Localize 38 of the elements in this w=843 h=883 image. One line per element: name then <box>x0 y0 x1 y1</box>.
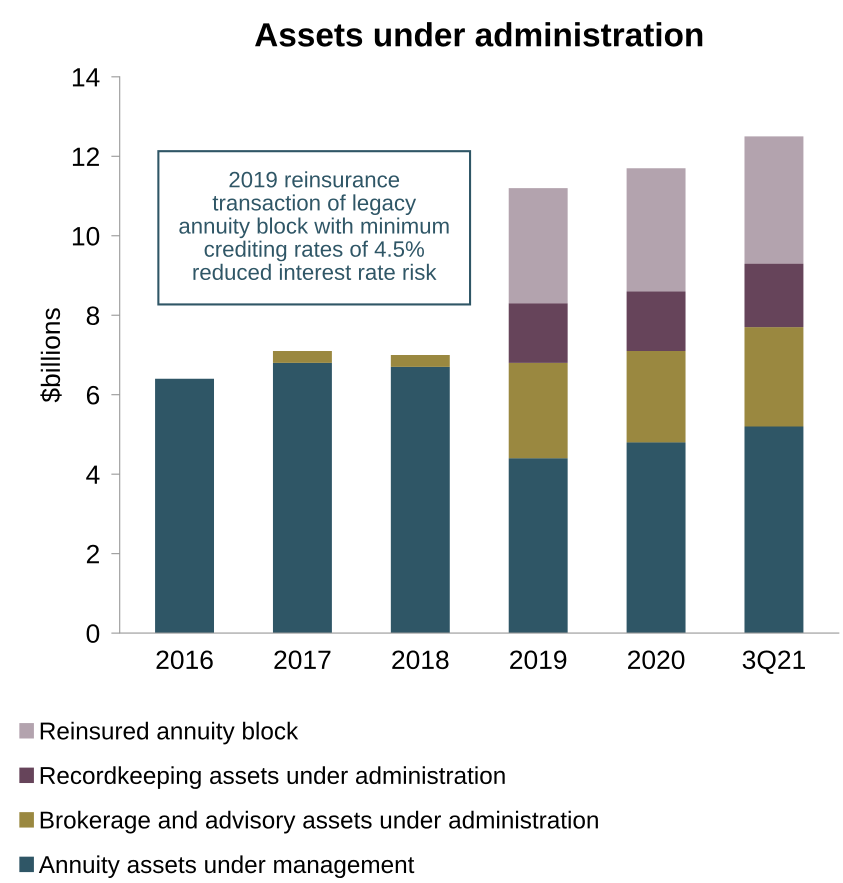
x-tick-label: 2020 <box>628 650 684 670</box>
y-tick-label: 2 <box>86 544 99 564</box>
bar <box>272 362 332 634</box>
y-tick-label: 14 <box>72 68 100 86</box>
bar <box>508 303 568 363</box>
bar <box>272 350 332 363</box>
chart-title: Assets under administration <box>255 22 702 47</box>
annotation: 2019 reinsurance transaction of legacy annuity block with minimum crediting rates of 4.5% reduced interest rate risk <box>179 171 449 280</box>
bar <box>390 354 450 367</box>
legend-label: Reinsured annuity block <box>40 722 298 744</box>
x-tick-label: 2016 <box>156 650 213 670</box>
bar <box>744 264 804 328</box>
bar <box>155 378 214 634</box>
legend-label: Recordkeeping assets under administration <box>40 766 505 789</box>
legend-label: Annuity assets under management <box>38 855 414 878</box>
y-tick-label: 12 <box>72 147 99 166</box>
x-tick-label: 2017 <box>274 650 330 670</box>
bar <box>508 362 568 458</box>
y-tick-label: 8 <box>86 306 100 326</box>
bar <box>744 426 804 634</box>
bar <box>626 442 686 634</box>
y-tick-label: 6 <box>86 386 100 405</box>
bar <box>626 168 686 292</box>
x-tick-label: 2019 <box>510 650 566 670</box>
bar <box>744 327 804 426</box>
x-tick-label: 3Q21 <box>742 650 805 674</box>
bar <box>508 458 568 634</box>
y-tick-label: 10 <box>72 226 100 246</box>
x-tick-label: 2018 <box>392 650 449 670</box>
y-tick-label: 4 <box>86 466 100 484</box>
legend-label: Brokerage and advisory assets under administration <box>40 810 598 834</box>
bar <box>390 366 450 634</box>
bar <box>508 188 568 304</box>
y-axis-title: $billions <box>40 308 62 402</box>
bar <box>744 136 804 264</box>
bar <box>626 291 686 351</box>
bar <box>626 350 686 442</box>
y-tick-label: 0 <box>86 624 100 643</box>
